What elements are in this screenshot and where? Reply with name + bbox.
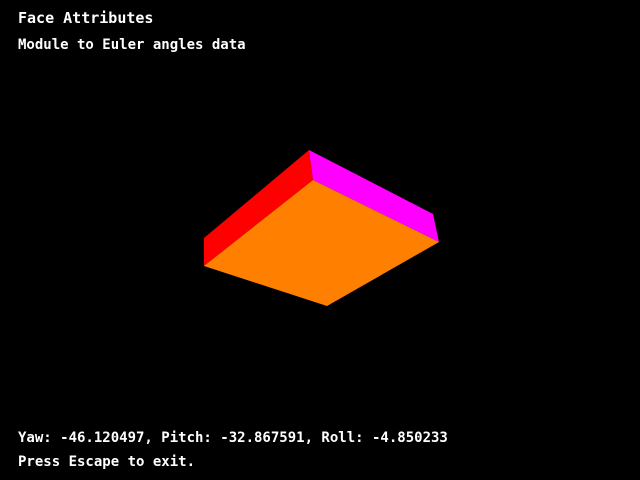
box-face-left: [204, 150, 313, 266]
window-subtitle: Module to Euler angles data: [18, 37, 246, 53]
euler-angles-readout: Yaw: -46.120497, Pitch: -32.867591, Roll…: [18, 430, 448, 446]
box-face-front: [204, 180, 439, 306]
exit-instruction: Press Escape to exit.: [18, 454, 196, 470]
window-title: Face Attributes: [18, 9, 154, 27]
box-face-right: [309, 150, 439, 242]
